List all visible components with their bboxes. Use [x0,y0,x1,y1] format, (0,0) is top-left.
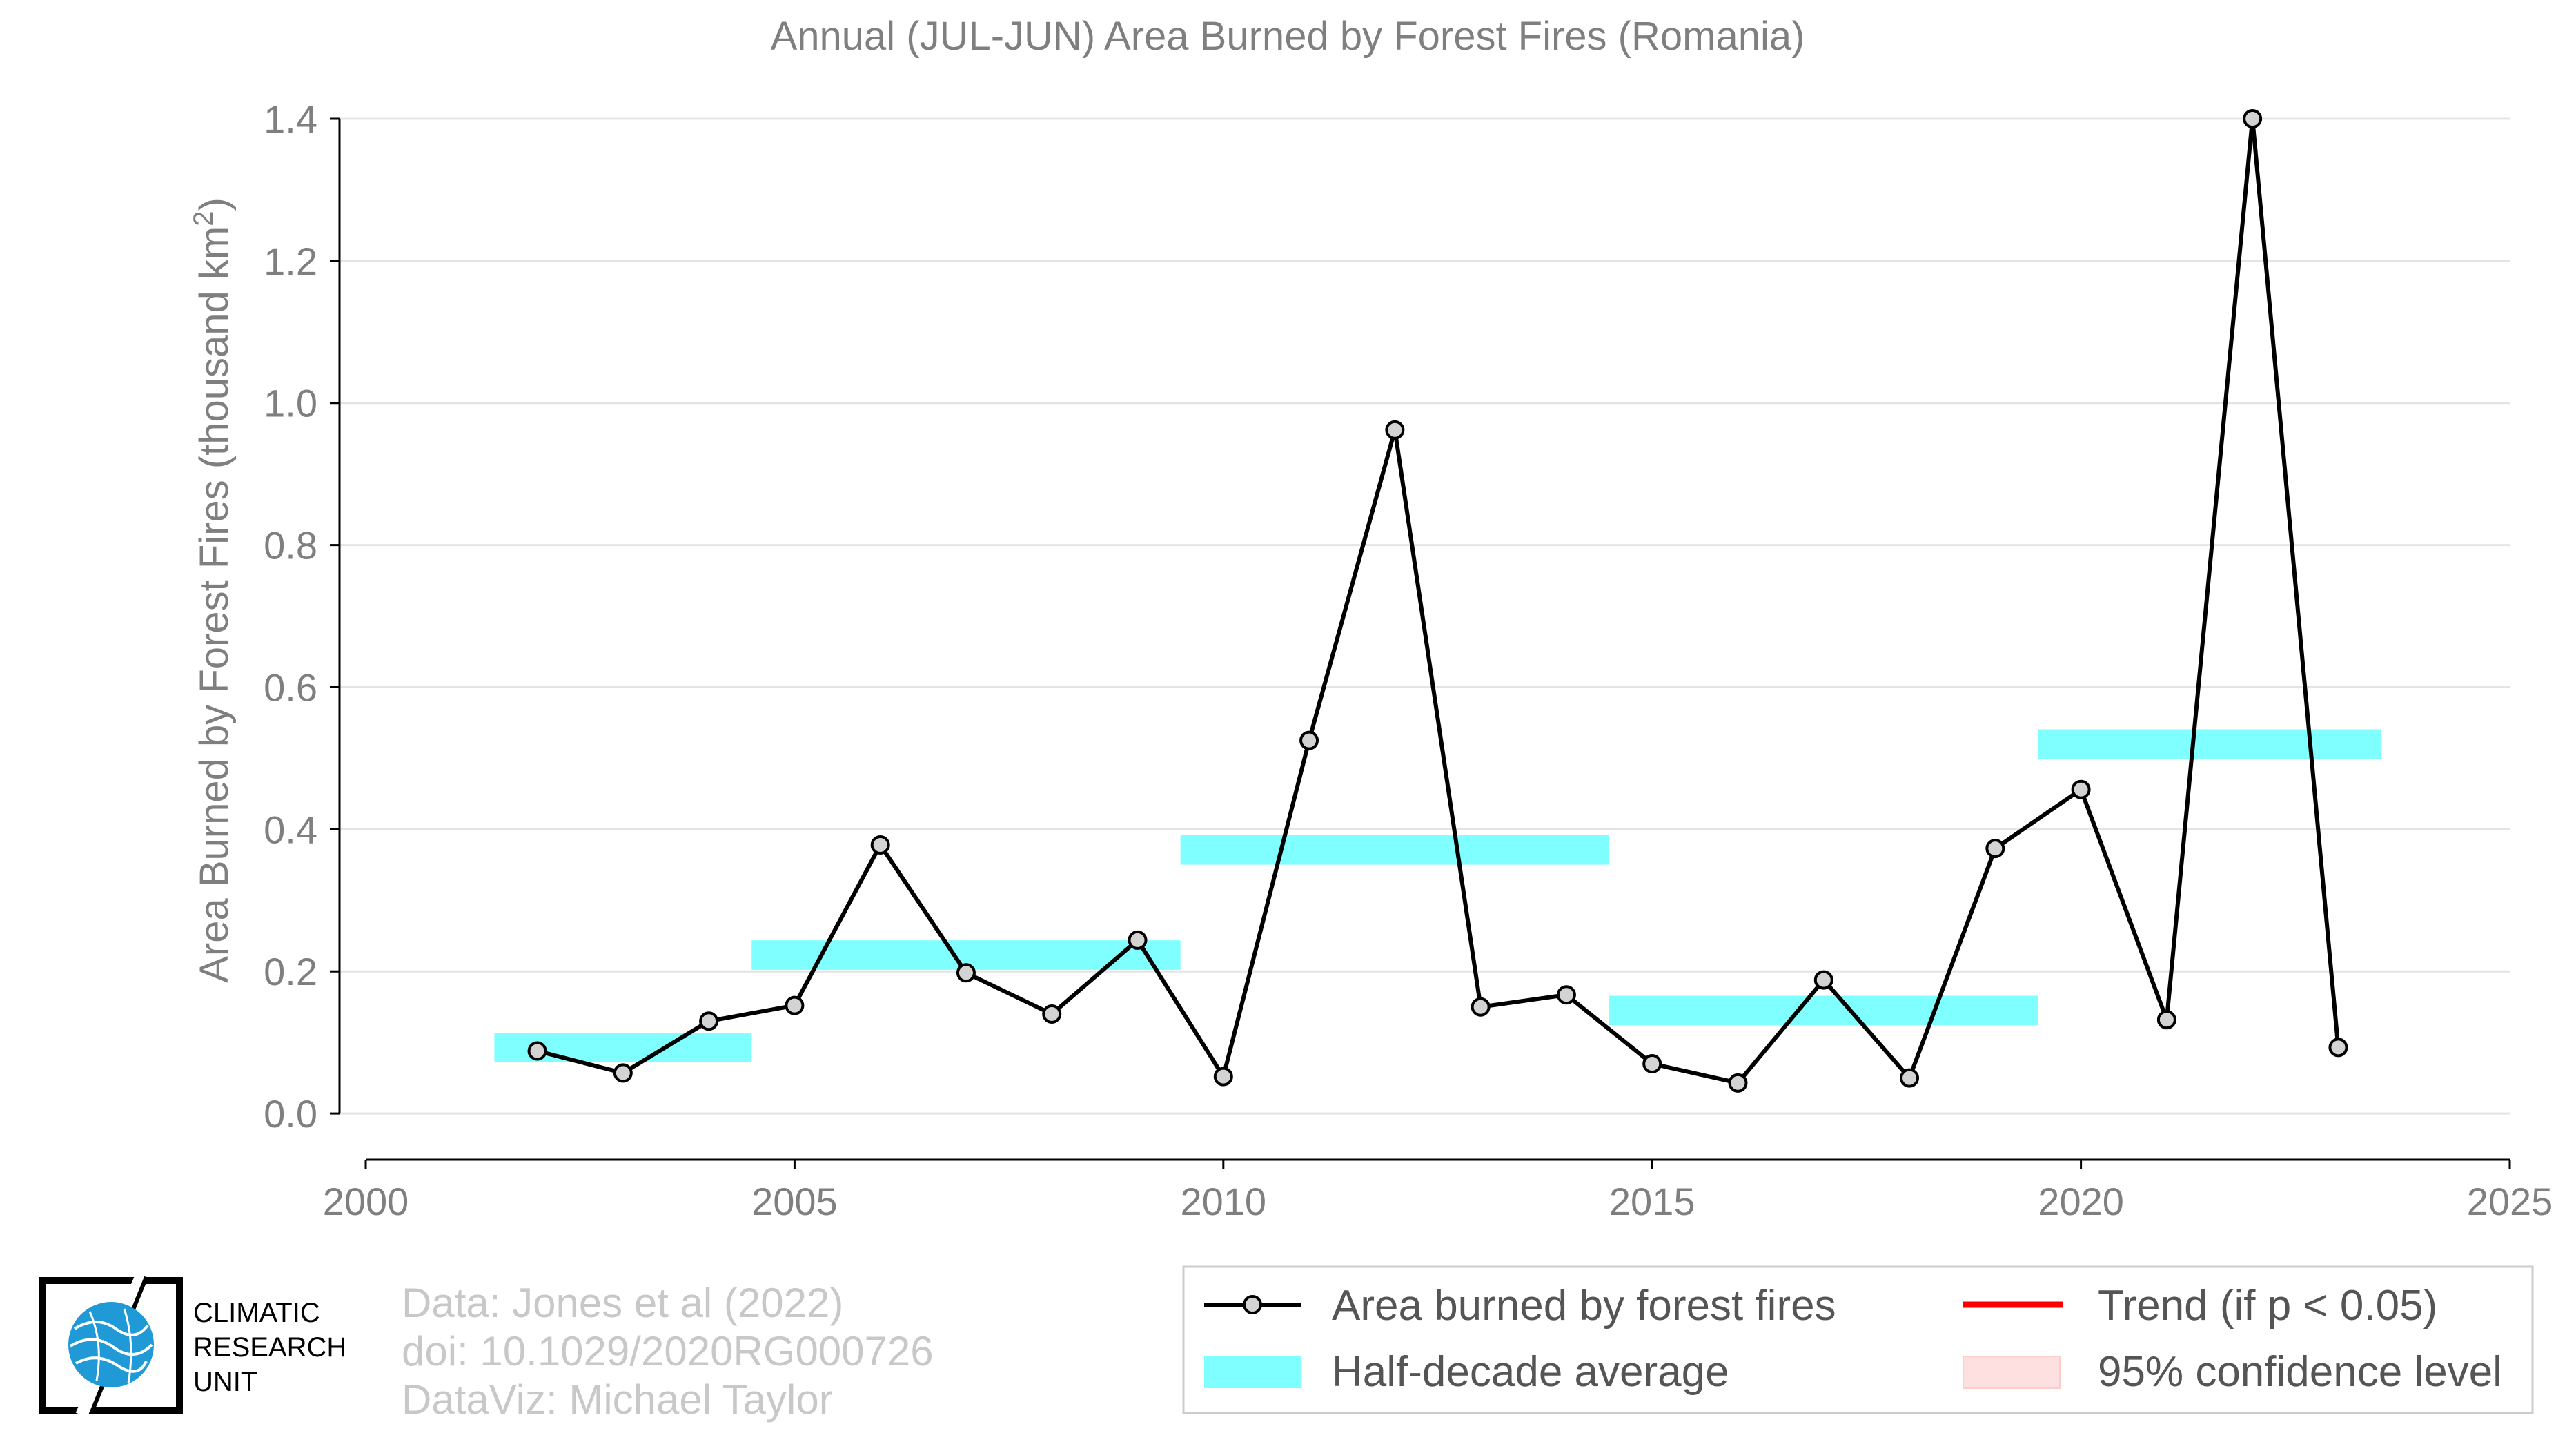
half-decade-average-bar [2038,729,2381,759]
x-tick-label: 2025 [2467,1180,2553,1223]
y-tick-label: 1.4 [264,97,317,141]
data-series [527,109,2348,1093]
legend-label-trend: Trend (if p < 0.05) [2098,1282,2437,1330]
cru-logo: CLIMATIC RESEARCH UNIT [39,1273,346,1418]
logo-text-line2: RESEARCH [193,1332,346,1363]
data-point [1042,1004,1062,1024]
legend-swatch-area-burned [1204,1295,1301,1314]
data-point [1471,997,1491,1017]
y-tick-label: 0.6 [264,665,317,709]
credit-doi: doi: 10.1029/2020RG000726 [402,1328,934,1374]
half-decade-average-bar [1180,835,1610,865]
legend-label-area-burned: Area burned by forest fires [1332,1282,1836,1330]
x-tick-label: 2015 [1609,1180,1695,1223]
data-point [2156,1010,2176,1030]
credit-dataviz: DataViz: Michael Taylor [402,1376,833,1423]
y-tick-label: 1.2 [264,240,317,283]
data-point [1900,1068,1920,1088]
data-point [527,1041,547,1061]
data-point [699,1011,719,1031]
data-point [785,995,805,1015]
series-line [536,118,2341,1086]
y-tick-label: 1.0 [264,382,317,425]
logo-text-line3: UNIT [193,1367,257,1397]
x-tick-label: 2000 [323,1180,409,1223]
data-point [1728,1073,1748,1093]
half-decade-average-bar [1609,995,2038,1026]
legend-label-confidence: 95% confidence level [2098,1348,2502,1396]
axes: 0.0 0.2 0.4 0.6 0.8 1.0 1.2 1.4 2000 2005 2010 2015… [264,97,2553,1223]
data-point [1299,730,1319,750]
x-tick-label: 2020 [2038,1180,2124,1223]
credit-data-source: Data: Jones et al (2022) [402,1280,843,1326]
legend-swatch-confidence [1963,1356,2061,1389]
data-point [870,835,890,855]
y-axis-label: Area Burned by Forest Fires (thousand km… [188,197,237,983]
legend-label-half-decade: Half-decade average [1332,1348,1729,1396]
data-point [1128,930,1148,950]
data-point [613,1063,633,1083]
y-tick-label: 0.0 [264,1092,317,1136]
x-tick-label: 2005 [751,1180,838,1223]
data-point [2243,109,2263,128]
grid-lines [338,117,2510,1115]
y-tick-label: 0.8 [264,524,317,567]
chart-title: Annual (JUL-JUN) Area Burned by Forest F… [771,14,1805,59]
data-point [1556,985,1576,1005]
legend-box [1182,1265,2534,1414]
data-point [1813,970,1833,990]
data-point [1985,839,2005,859]
data-point [2071,779,2091,799]
data-point [1213,1067,1233,1087]
half-decade-average-bars [494,729,2381,1062]
data-point [956,963,976,983]
legend: Area burned by forest fires Trend (if p … [1182,1265,2534,1414]
data-point [1385,420,1405,440]
globe-icon [68,1302,154,1387]
logo-text-line1: CLIMATIC [193,1298,320,1328]
y-tick-label: 0.4 [264,808,317,851]
y-tick-label: 0.2 [264,950,317,993]
x-tick-label: 2010 [1181,1180,1267,1223]
legend-swatch-half-decade [1204,1356,1301,1388]
data-point [2328,1038,2348,1058]
data-point [1642,1054,1662,1074]
